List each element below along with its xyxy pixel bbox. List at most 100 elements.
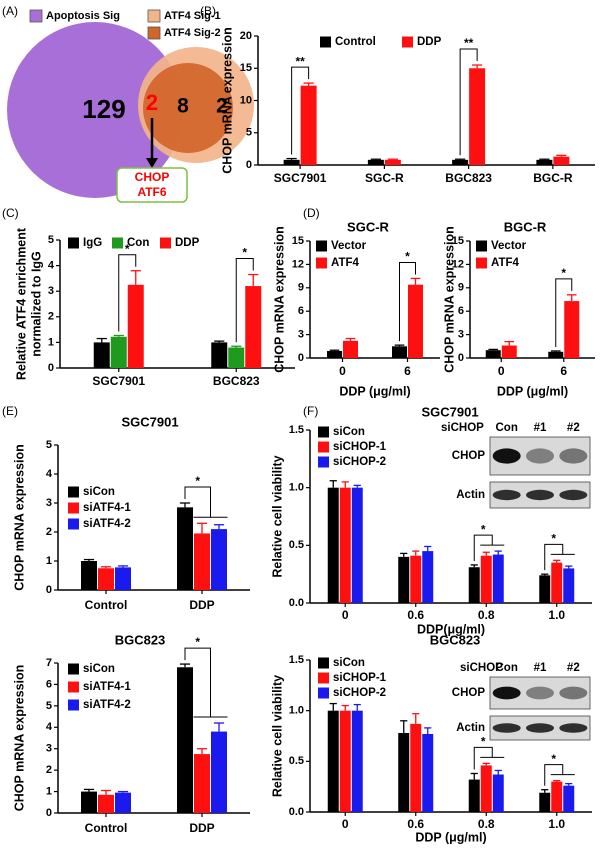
legend-swatch (476, 240, 487, 252)
significance-bracket (184, 647, 211, 717)
blot-row-label: CHOP (452, 687, 486, 699)
bar (327, 487, 339, 603)
venn-count: 2 (216, 95, 228, 118)
legend-swatch (29, 9, 43, 23)
blot-band (559, 448, 588, 464)
y-tick-label: 15 (452, 235, 464, 247)
legend-label: Vector (331, 240, 367, 252)
panel-label: (D) (303, 206, 320, 220)
venn-set (143, 63, 233, 153)
y-tick-label: 1 (48, 336, 54, 348)
y-tick-label: 5 (46, 700, 52, 712)
y-tick-label: 3 (458, 329, 464, 341)
bar (339, 710, 351, 812)
bar (398, 556, 410, 603)
x-tick-label: DDP (189, 598, 214, 612)
legend-label: DDP (175, 237, 200, 249)
legend-swatch (68, 699, 79, 711)
bar (327, 350, 342, 358)
legend-label: siCHOP-2 (333, 687, 386, 699)
y-tick-label: 4 (46, 721, 53, 733)
legend-label: siCHOP-1 (333, 441, 387, 453)
legend-swatch (318, 426, 329, 438)
legend-label: siATF4-1 (83, 681, 131, 693)
x-tick-label: 0.6 (407, 608, 424, 622)
y-tick-label: 1.5 (289, 424, 304, 436)
bar (563, 568, 575, 603)
significance-label: * (195, 474, 200, 488)
blot-band (492, 686, 521, 700)
y-tick-label: 15 (292, 235, 304, 247)
significance-label: ** (464, 36, 474, 50)
bar (408, 284, 423, 358)
legend-swatch (318, 687, 329, 699)
y-tick-label: 0 (458, 352, 464, 364)
legend-swatch (160, 237, 171, 249)
y-tick-label: 6 (46, 678, 52, 690)
bar (343, 340, 358, 358)
legend-label: Vector (491, 240, 527, 252)
legend-swatch (68, 663, 79, 675)
y-tick-label: 3 (48, 285, 54, 297)
venn-set (7, 22, 183, 198)
x-tick-label: 0.6 (407, 817, 424, 831)
y-tick-label: 5 (46, 439, 52, 451)
blot-band (559, 489, 588, 501)
x-tick-label: 1.0 (548, 817, 565, 831)
bar (98, 794, 114, 813)
bar (492, 554, 504, 603)
legend-swatch (147, 9, 161, 23)
legend-swatch (476, 257, 487, 269)
panel-label: (B) (200, 4, 216, 18)
legend-label: Apoptosis Sig (46, 10, 120, 22)
bar (177, 507, 193, 590)
legend-label: siCon (333, 426, 365, 438)
significance-label: * (551, 531, 556, 545)
bar (384, 159, 401, 165)
y-tick-label: 0.0 (289, 806, 304, 818)
x-axis-label: DDP(μg/ml) (417, 622, 485, 636)
blot-header: siCHOP (460, 662, 503, 674)
bar (551, 781, 563, 812)
y-tick-label: 0.0 (289, 597, 304, 609)
blot-band (526, 723, 554, 733)
y-axis-label: Relative cell viability (270, 675, 284, 797)
blot-band (559, 686, 588, 700)
callout-box (116, 167, 188, 203)
x-tick-label: Control (85, 598, 128, 612)
significance-label: * (561, 266, 566, 280)
y-tick-label: 7 (46, 657, 52, 669)
significance-label: * (481, 735, 486, 749)
legend-swatch (316, 240, 327, 252)
legend-label: siCon (83, 486, 115, 498)
panel-label: (E) (2, 404, 18, 418)
bar (548, 351, 564, 358)
blot-lane-label: Con (495, 662, 517, 674)
y-tick-label: 6 (298, 305, 304, 317)
y-tick-label: 0 (48, 362, 54, 374)
x-tick-label: SGC7901 (92, 374, 145, 388)
legend-label: siCon (83, 663, 115, 675)
bar (194, 533, 210, 590)
bar (115, 792, 131, 813)
x-tick-label: SGC-R (365, 171, 404, 185)
panel-label: (C) (2, 206, 19, 220)
y-tick-label: 9 (298, 282, 304, 294)
y-tick-label: 5 (48, 234, 54, 246)
x-tick-label: Control (85, 821, 128, 835)
significance-label: * (551, 752, 556, 766)
x-tick-label: BGC823 (445, 171, 492, 185)
y-tick-label: 0 (298, 352, 304, 364)
bar (110, 336, 127, 368)
y-tick-label: 1.0 (289, 705, 304, 717)
significance-bracket (235, 258, 254, 343)
venn-count: 2 (146, 90, 158, 115)
bar (539, 792, 551, 812)
significance-bracket (459, 48, 478, 156)
y-tick-label: 12 (452, 258, 464, 270)
panel-label: (F) (303, 404, 318, 418)
legend-label: siATF4-2 (83, 699, 131, 711)
x-tick-label: 0 (339, 364, 346, 378)
x-tick-label: 0.8 (478, 817, 495, 831)
y-tick-label: 2 (48, 311, 54, 323)
